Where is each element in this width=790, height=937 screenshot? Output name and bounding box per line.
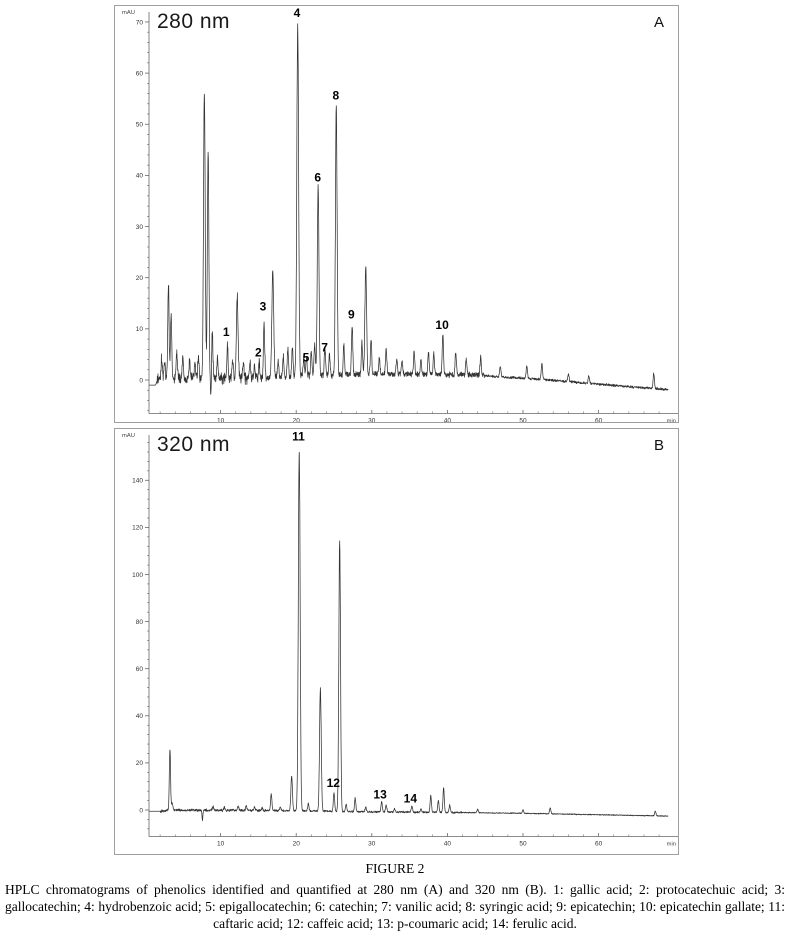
svg-text:40: 40: [136, 173, 144, 180]
peak-label-7: 7: [321, 340, 328, 354]
chromatogram-panel-b: 0 20 40 60 80 100 120 140 10 20 30 40 50 60 mAU min 11 12…: [114, 428, 679, 855]
svg-text:60: 60: [136, 70, 144, 77]
svg-text:30: 30: [368, 841, 376, 848]
svg-text:60: 60: [595, 841, 603, 848]
svg-text:10: 10: [217, 841, 225, 848]
peak-label-1: 1: [223, 325, 230, 339]
svg-text:100: 100: [132, 572, 143, 579]
svg-text:60: 60: [136, 666, 144, 673]
peak-label-14: 14: [404, 791, 418, 805]
svg-text:20: 20: [293, 841, 301, 848]
svg-text:70: 70: [136, 19, 144, 26]
peak-label-4: 4: [294, 6, 301, 20]
peak-label-5: 5: [303, 351, 310, 365]
chromatogram-b-plot: 0 20 40 60 80 100 120 140 10 20 30 40 50 60 mAU min 11 12…: [122, 429, 678, 848]
svg-text:40: 40: [136, 713, 144, 720]
peak-label-10: 10: [435, 318, 449, 332]
wavelength-label-b: 320 nm: [157, 433, 231, 456]
panel-letter-a: A: [653, 14, 664, 31]
svg-text:80: 80: [136, 619, 144, 626]
figure-caption: FIGURE 2 HPLC chromatograms of phenolics…: [0, 857, 790, 932]
peak-label-6: 6: [314, 171, 321, 185]
svg-text:0: 0: [139, 807, 143, 814]
svg-text:mAU: mAU: [122, 433, 135, 439]
svg-text:30: 30: [368, 418, 376, 423]
figure-caption-title: FIGURE 2: [365, 861, 425, 876]
peak-label-2: 2: [255, 345, 262, 359]
peak-label-12: 12: [327, 776, 341, 790]
svg-text:30: 30: [136, 224, 144, 231]
chromatogram-panel-a: 0 10 20 30 40 50 60 70 10 20 30 40 50 60 mAU min 1 2 3 4 5 6 7…: [114, 5, 679, 423]
svg-text:mAU: mAU: [122, 10, 135, 16]
peak-label-13: 13: [373, 788, 387, 802]
svg-text:40: 40: [444, 841, 452, 848]
svg-text:40: 40: [444, 418, 452, 423]
chromatogram-a-plot: 0 10 20 30 40 50 60 70 10 20 30 40 50 60 mAU min 1 2 3 4 5 6 7…: [122, 6, 678, 423]
figure-caption-text: HPLC chromatograms of phenolics identifi…: [5, 882, 785, 931]
panel-letter-b: B: [653, 437, 664, 454]
wavelength-label-a: 280 nm: [157, 10, 231, 33]
svg-text:120: 120: [132, 525, 143, 532]
svg-text:60: 60: [595, 418, 603, 423]
peak-label-11: 11: [292, 429, 305, 443]
svg-text:min: min: [667, 419, 676, 423]
svg-text:min: min: [667, 842, 676, 848]
svg-text:20: 20: [136, 760, 144, 767]
svg-text:50: 50: [519, 841, 527, 848]
peak-label-3: 3: [260, 299, 267, 313]
svg-text:20: 20: [293, 418, 301, 423]
svg-text:50: 50: [519, 418, 527, 423]
svg-text:0: 0: [139, 377, 143, 384]
peak-label-9: 9: [348, 308, 355, 322]
svg-text:10: 10: [136, 326, 144, 333]
svg-text:20: 20: [136, 275, 144, 282]
svg-text:50: 50: [136, 122, 144, 129]
svg-text:10: 10: [217, 418, 225, 423]
svg-text:140: 140: [132, 478, 143, 485]
peak-label-8: 8: [333, 89, 340, 103]
